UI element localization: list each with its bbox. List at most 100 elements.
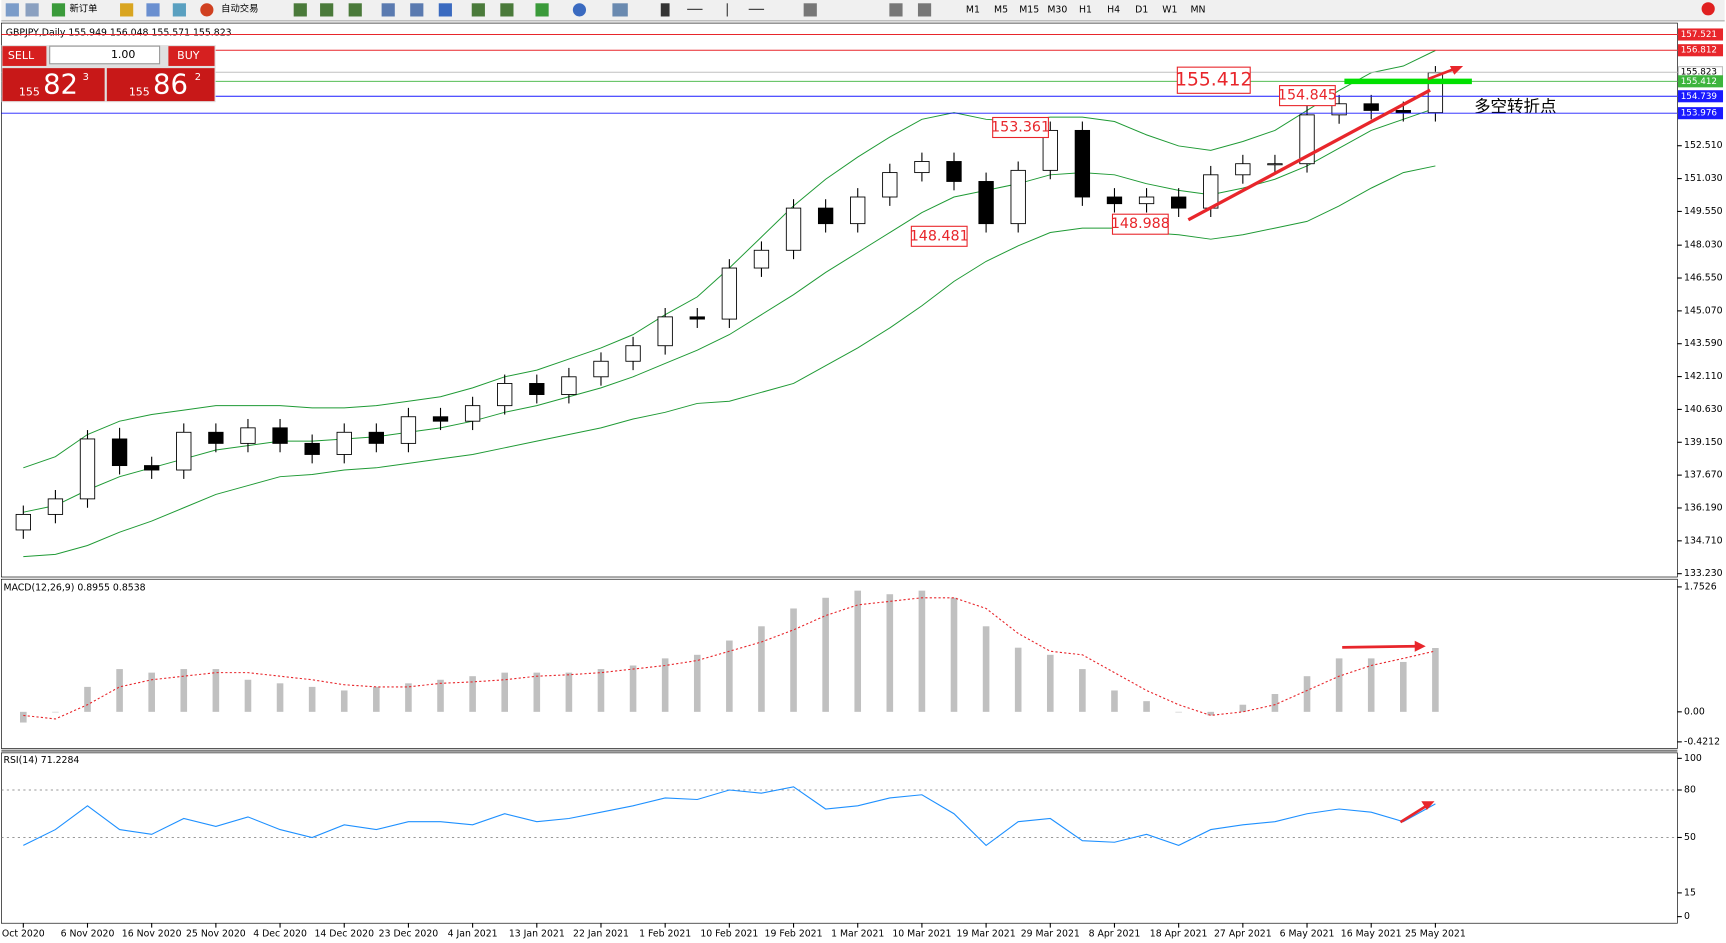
sell-price-pips[interactable]: 82 bbox=[43, 70, 78, 101]
icon[interactable] bbox=[410, 3, 424, 17]
y-tick-label: 142.110 bbox=[1684, 371, 1723, 382]
candle-body bbox=[1074, 129, 1091, 198]
auto-trading-icon[interactable] bbox=[200, 3, 214, 17]
candle-body bbox=[1106, 196, 1123, 205]
icon[interactable] bbox=[293, 3, 307, 17]
candle-body bbox=[914, 161, 930, 174]
price-label: 153.976 bbox=[1681, 109, 1718, 119]
macd-bar bbox=[726, 640, 733, 712]
candle-body bbox=[79, 438, 96, 500]
buy-price-box[interactable] bbox=[106, 68, 215, 102]
icon[interactable] bbox=[381, 3, 395, 17]
macd-bar bbox=[1400, 661, 1407, 712]
y-tick-label: 148.030 bbox=[1684, 240, 1723, 251]
y-tick-label: -0.4212 bbox=[1684, 736, 1720, 747]
buy-price-big[interactable]: 155 bbox=[129, 85, 150, 98]
bollinger-middle bbox=[23, 107, 1436, 513]
candle-body bbox=[1363, 103, 1379, 111]
candle-body bbox=[1138, 196, 1155, 205]
y-tick-label: 146.550 bbox=[1684, 273, 1723, 284]
y-tick-label: 152.510 bbox=[1684, 140, 1723, 151]
buy-price-pips[interactable]: 86 bbox=[153, 70, 188, 101]
timeframe-button[interactable]: MN bbox=[1190, 4, 1205, 15]
annotation-label: 153.361 bbox=[991, 119, 1050, 135]
sell-price-big[interactable]: 155 bbox=[19, 85, 40, 98]
buy-button[interactable] bbox=[168, 46, 215, 66]
candle-body bbox=[1299, 114, 1315, 165]
icon[interactable] bbox=[320, 3, 334, 17]
buy-label[interactable]: BUY bbox=[177, 49, 200, 62]
arrow-head bbox=[1414, 640, 1426, 652]
sell-label[interactable]: SELL bbox=[8, 49, 35, 62]
auto-trading-button[interactable]: 自动交易 bbox=[221, 2, 258, 14]
candle-body bbox=[721, 267, 738, 320]
timeframe-button[interactable]: H1 bbox=[1079, 4, 1092, 15]
hline-icon[interactable] bbox=[748, 8, 765, 10]
candle-body bbox=[1010, 169, 1026, 225]
candle-body bbox=[111, 438, 128, 467]
buy-price-point[interactable]: 2 bbox=[195, 72, 201, 83]
x-tick-label: 25 May 2021 bbox=[1405, 929, 1466, 940]
x-tick-label: Oct 2020 bbox=[2, 929, 45, 940]
candle-body bbox=[176, 431, 192, 471]
icon[interactable] bbox=[471, 3, 485, 17]
icon[interactable] bbox=[146, 3, 160, 17]
arrow-head bbox=[1421, 801, 1435, 811]
timeframe-button[interactable]: H4 bbox=[1107, 4, 1120, 15]
macd-bar bbox=[1046, 654, 1054, 712]
candle-body bbox=[144, 465, 160, 471]
candle-body bbox=[1042, 129, 1058, 171]
annotation-label: 148.988 bbox=[1111, 216, 1170, 232]
arrow-head bbox=[1449, 65, 1464, 75]
macd-bar bbox=[790, 608, 797, 712]
x-tick-label: 22 Jan 2021 bbox=[573, 929, 629, 940]
sell-price-box[interactable] bbox=[2, 68, 105, 102]
macd-bar bbox=[1014, 647, 1022, 712]
timeframe-button[interactable]: M1 bbox=[966, 4, 980, 15]
macd-pane bbox=[1, 578, 1678, 749]
icon[interactable] bbox=[5, 3, 19, 17]
icon[interactable] bbox=[535, 3, 549, 17]
vline-icon[interactable] bbox=[726, 3, 728, 17]
macd-bar bbox=[1367, 658, 1375, 712]
arrow bbox=[1342, 644, 1417, 649]
y-tick-label: 0 bbox=[1684, 911, 1690, 922]
x-tick-label: 19 Feb 2021 bbox=[765, 929, 823, 940]
timeframe-button[interactable]: M15 bbox=[1019, 4, 1039, 15]
lot-input[interactable] bbox=[49, 45, 161, 65]
icon[interactable] bbox=[612, 3, 628, 17]
crosshair-icon[interactable] bbox=[687, 8, 703, 10]
plot: 133.230 134.710 136.190 137.670 139.150 140.6… bbox=[1, 28, 1724, 940]
candle-body bbox=[1203, 174, 1219, 209]
timeframe-button[interactable]: D1 bbox=[1135, 4, 1148, 15]
x-tick-label: 10 Mar 2021 bbox=[892, 929, 951, 940]
icon[interactable] bbox=[889, 3, 903, 17]
lot-value[interactable]: 1.00 bbox=[111, 48, 135, 61]
sell-button[interactable] bbox=[2, 46, 47, 66]
icon[interactable] bbox=[348, 3, 362, 17]
price-label-box bbox=[1677, 28, 1724, 41]
icon[interactable] bbox=[438, 3, 452, 17]
macd-bar bbox=[1432, 648, 1439, 712]
timeframe-button[interactable]: M30 bbox=[1047, 4, 1067, 15]
sell-price-point[interactable]: 3 bbox=[83, 72, 89, 83]
notification[interactable] bbox=[1701, 2, 1715, 16]
timeframe-button[interactable]: W1 bbox=[1162, 4, 1177, 15]
new-order-icon[interactable] bbox=[51, 3, 66, 17]
timeframe-button[interactable]: M5 bbox=[994, 4, 1008, 15]
icon[interactable] bbox=[25, 3, 39, 17]
icon[interactable] bbox=[500, 3, 514, 17]
y-tick-label: 80 bbox=[1684, 785, 1696, 796]
x-tick-label: 16 Nov 2020 bbox=[122, 929, 182, 940]
cursor-icon[interactable] bbox=[660, 3, 670, 17]
new-order-button[interactable]: 新订单 bbox=[69, 2, 97, 14]
icon[interactable] bbox=[572, 3, 587, 17]
annotation-box bbox=[1111, 213, 1169, 235]
icon[interactable] bbox=[172, 3, 186, 17]
macd-bar bbox=[629, 665, 637, 712]
icon[interactable] bbox=[917, 3, 932, 17]
candle-body bbox=[497, 383, 513, 407]
macd-bar bbox=[918, 590, 926, 712]
icon[interactable] bbox=[803, 3, 817, 17]
icon[interactable] bbox=[120, 3, 134, 17]
